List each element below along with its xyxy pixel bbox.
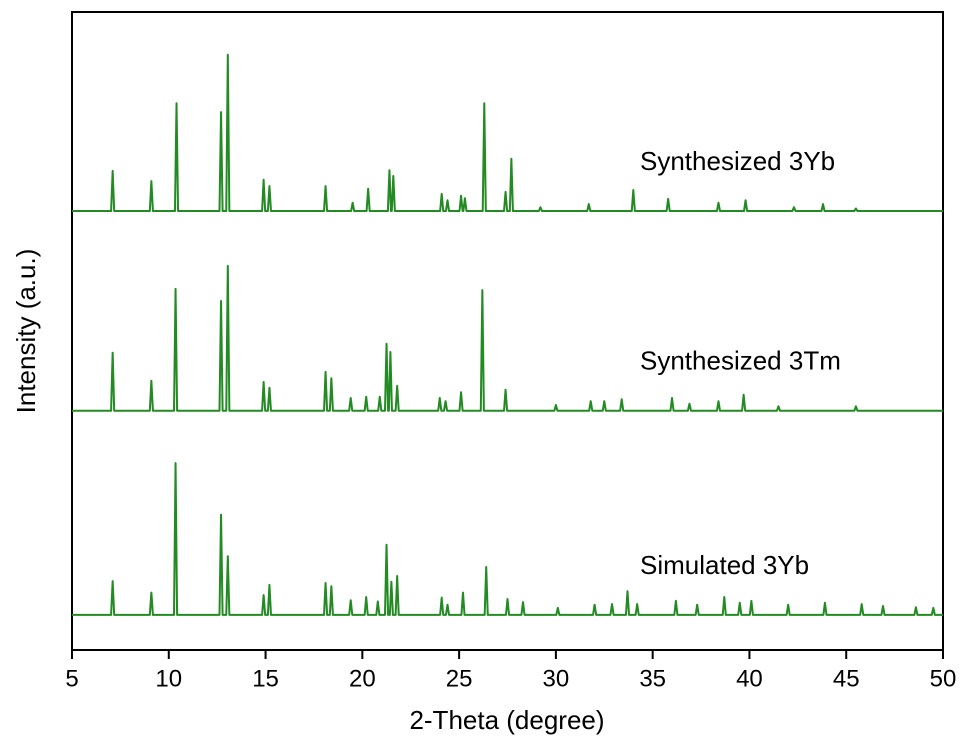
series-label: Synthesized 3Tm — [640, 346, 841, 376]
plot-frame — [71, 11, 944, 651]
x-tick-label: 35 — [639, 665, 666, 692]
y-axis-label: Intensity (a.u.) — [11, 249, 41, 414]
series-label: Simulated 3Yb — [640, 550, 809, 580]
x-tick-label: 25 — [446, 665, 473, 692]
x-tick-label: 10 — [155, 665, 182, 692]
series-line — [72, 53, 943, 213]
x-tick-label: 15 — [252, 665, 279, 692]
x-tick-label: 45 — [833, 665, 860, 692]
x-tick-label: 5 — [65, 665, 78, 692]
x-tick-label: 50 — [930, 665, 957, 692]
x-axis-label: 2-Theta (degree) — [409, 705, 604, 735]
series-line — [72, 462, 943, 616]
series-line — [72, 264, 943, 412]
series-label: Synthesized 3Yb — [640, 146, 835, 176]
x-tick-label: 40 — [736, 665, 763, 692]
x-tick-label: 20 — [349, 665, 376, 692]
x-tick-label: 30 — [543, 665, 570, 692]
